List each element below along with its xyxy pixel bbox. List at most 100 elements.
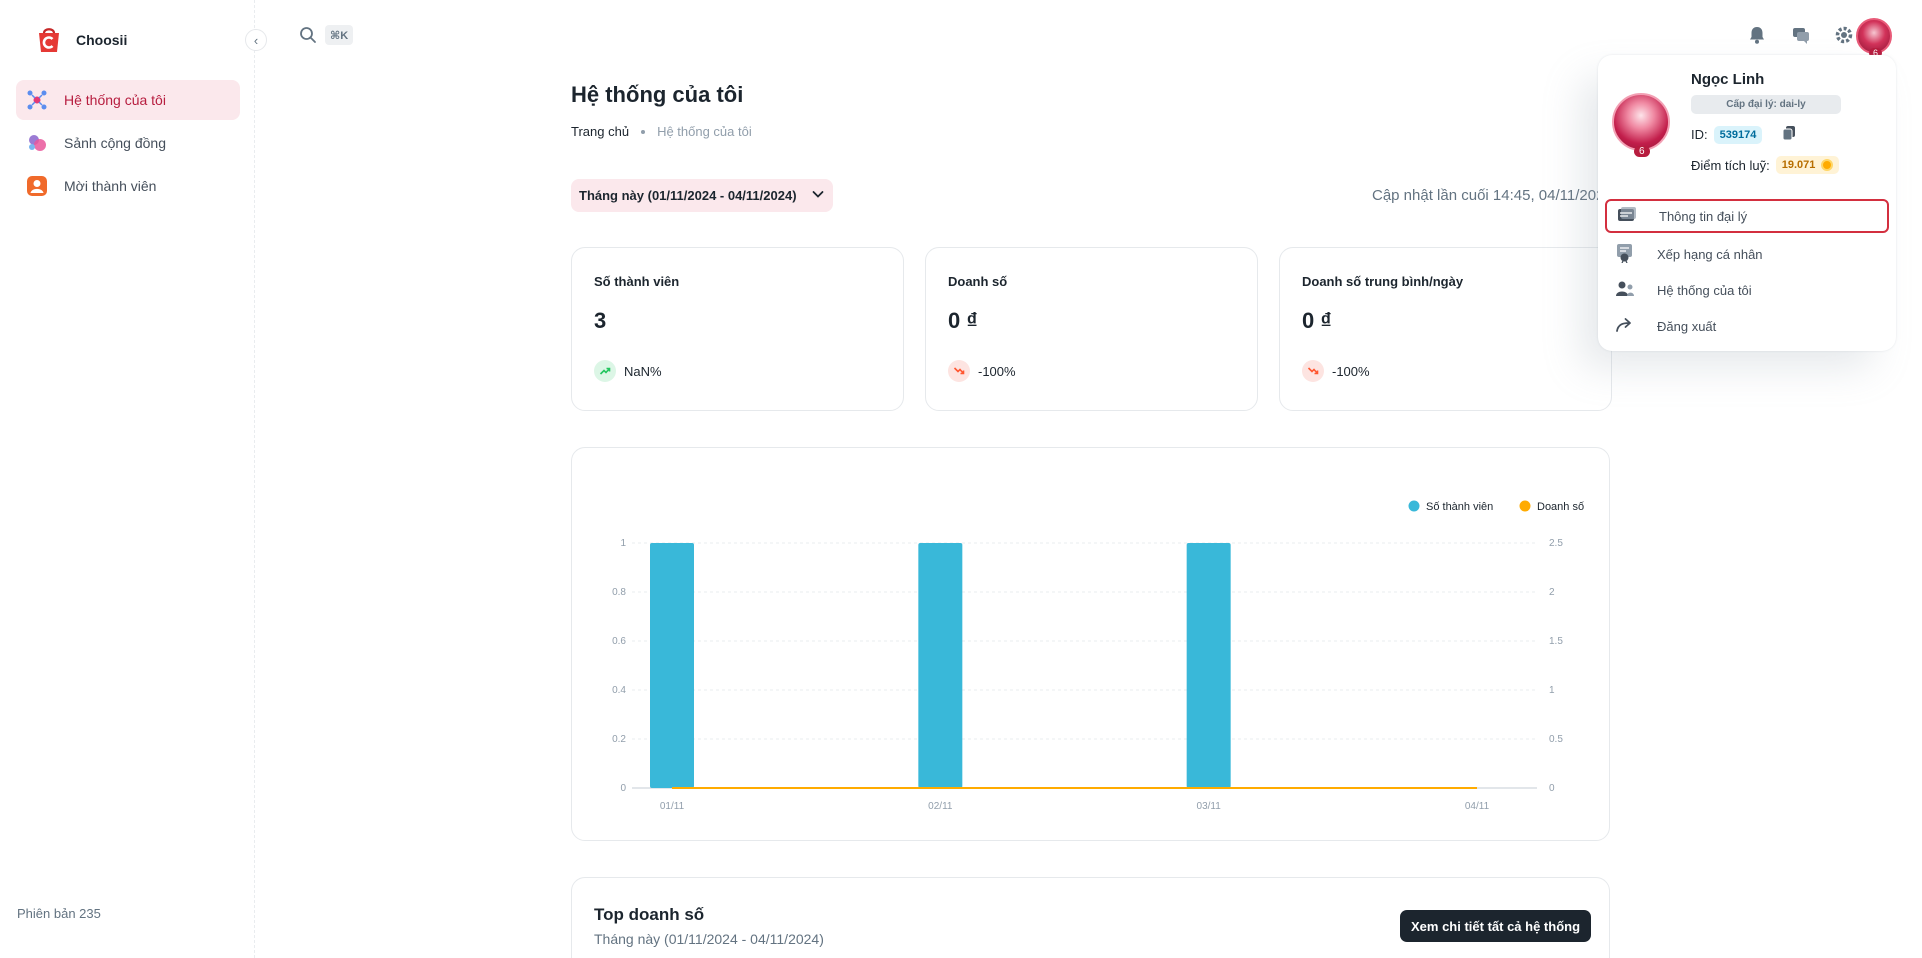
stat-trend: NaN% bbox=[594, 360, 662, 382]
chart-card: 0 0.2 0.4 0.6 0.8 1 0 0.5 1 1.5 2 2.5 01/11 02/11 03/1… bbox=[571, 447, 1610, 841]
points-value: 19.071 bbox=[1781, 159, 1816, 171]
stat-card-daily-average: Doanh số trung bình/ngày 0 ₫ -100% bbox=[1279, 247, 1612, 411]
ranking-icon bbox=[1615, 243, 1635, 266]
invite-member-icon bbox=[26, 175, 48, 197]
shopping-bag-logo-icon bbox=[36, 26, 62, 54]
stat-trend-value: NaN% bbox=[624, 363, 662, 379]
community-icon bbox=[26, 132, 48, 154]
top-sales-card: Top doanh số Tháng này (01/11/2024 - 04/… bbox=[571, 877, 1610, 958]
menu-item-agency-info[interactable]: Thông tin đại lý bbox=[1605, 199, 1889, 233]
stat-card-sales: Doanh số 0 ₫ -100% bbox=[925, 247, 1258, 411]
account-avatar-button[interactable]: 6 bbox=[1856, 18, 1892, 58]
breadcrumb-current: Hệ thống của tôi bbox=[657, 124, 752, 139]
chevron-left-icon: ‹ bbox=[253, 32, 259, 48]
breadcrumb: Trang chủ Hệ thống của tôi bbox=[571, 124, 752, 139]
stat-label: Số thành viên bbox=[594, 274, 680, 289]
y-right-tick-label: 1.5 bbox=[1549, 636, 1563, 647]
trend-down-icon bbox=[948, 360, 970, 382]
date-range-select[interactable]: Tháng này (01/11/2024 - 04/11/2024) bbox=[571, 179, 833, 212]
stat-label: Doanh số trung bình/ngày bbox=[1302, 274, 1464, 289]
bell-icon[interactable] bbox=[1746, 24, 1768, 46]
y-left-tick-label: 0.8 bbox=[612, 587, 626, 598]
page-title: Hệ thống của tôi bbox=[571, 82, 744, 107]
legend-marker-members bbox=[1408, 500, 1420, 512]
x-tick-label: 04/11 bbox=[1465, 801, 1490, 812]
messages-icon[interactable] bbox=[1790, 24, 1812, 46]
top-sales-subtitle: Tháng này (01/11/2024 - 04/11/2024) bbox=[594, 931, 824, 947]
search-shortcut[interactable]: ⌘K bbox=[325, 25, 354, 45]
y-left-tick-label: 0.2 bbox=[612, 734, 626, 745]
app-version: Phiên bản 235 bbox=[17, 906, 101, 921]
y-left-tick-label: 0 bbox=[620, 783, 626, 794]
view-all-systems-button[interactable]: Xem chi tiết tất cả hệ thống bbox=[1400, 910, 1592, 942]
avatar-level-badge: 6 bbox=[1634, 146, 1650, 157]
breadcrumb-home-link[interactable]: Trang chủ bbox=[571, 124, 630, 139]
chevron-down-icon bbox=[811, 187, 825, 204]
y-right-tick-label: 2 bbox=[1549, 587, 1555, 598]
sidebar-item-my-system[interactable]: Hệ thống của tôi bbox=[16, 80, 240, 120]
menu-item-label: Xếp hạng cá nhân bbox=[1657, 246, 1763, 262]
sidebar-item-label: Sảnh cộng đồng bbox=[64, 135, 166, 151]
y-left-tick-label: 0.4 bbox=[612, 685, 626, 696]
breadcrumb-separator bbox=[641, 129, 646, 134]
menu-item-personal-ranking[interactable]: Xếp hạng cá nhân bbox=[1605, 237, 1889, 271]
menu-item-logout[interactable]: Đăng xuất bbox=[1605, 309, 1889, 343]
trend-down-icon bbox=[1302, 360, 1324, 382]
menu-item-my-system[interactable]: Hệ thống của tôi bbox=[1605, 273, 1889, 307]
x-tick-label: 02/11 bbox=[928, 801, 953, 812]
coin-icon bbox=[1821, 159, 1834, 171]
date-range-value: Tháng này (01/11/2024 - 04/11/2024) bbox=[579, 188, 797, 203]
menu-item-label: Thông tin đại lý bbox=[1659, 208, 1748, 224]
sidebar-item-community[interactable]: Sảnh cộng đồng bbox=[16, 123, 240, 163]
app-logo[interactable]: Choosii bbox=[36, 26, 127, 54]
agency-level-badge: Cấp đại lý: dai-ly bbox=[1691, 95, 1841, 114]
stat-card-members: Số thành viên 3 NaN% bbox=[571, 247, 904, 411]
points-label: Điểm tích luỹ: bbox=[1691, 157, 1770, 173]
stat-value: 0 ₫ bbox=[948, 308, 978, 333]
stat-label: Doanh số bbox=[948, 274, 1008, 289]
copy-icon[interactable] bbox=[1782, 125, 1796, 144]
profile-id: 539174 bbox=[1713, 125, 1763, 144]
account-popover: 6 Ngọc Linh Cấp đại lý: dai-ly ID: 53917… bbox=[1598, 55, 1896, 351]
members-sales-chart: 0 0.2 0.4 0.6 0.8 1 0 0.5 1 1.5 2 2.5 01/11 02/11 03/1… bbox=[612, 500, 1584, 812]
profile-avatar: 6 bbox=[1612, 93, 1670, 157]
stat-trend-value: -100% bbox=[1332, 363, 1370, 379]
points-badge: 19.071 bbox=[1775, 156, 1840, 174]
y-right-tick-label: 0 bbox=[1549, 783, 1555, 794]
y-left-tick-label: 1 bbox=[620, 538, 626, 549]
legend-marker-sales bbox=[1519, 500, 1531, 512]
last-updated-text: Cập nhật lần cuối 14:45, 04/11/2024 bbox=[1372, 187, 1613, 204]
stat-value: 3 bbox=[594, 308, 607, 333]
sidebar-nav: Hệ thống của tôi Sảnh cộng đồng Mời thàn… bbox=[16, 80, 240, 209]
bar-members bbox=[650, 543, 694, 788]
y-right-tick-label: 0.5 bbox=[1549, 734, 1563, 745]
profile-id-row: ID: 539174 bbox=[1691, 125, 1796, 144]
collapse-sidebar-button[interactable]: ‹ bbox=[245, 29, 267, 51]
search-icon[interactable] bbox=[299, 26, 317, 49]
id-label: ID: bbox=[1691, 127, 1708, 142]
stat-value: 0 ₫ bbox=[1302, 308, 1332, 333]
stat-trend: -100% bbox=[948, 360, 1016, 382]
x-tick-label: 03/11 bbox=[1197, 801, 1222, 812]
sidebar: Choosii Hệ thống của tôi Sảnh cộng đ bbox=[0, 0, 255, 958]
menu-item-label: Hệ thống của tôi bbox=[1657, 282, 1752, 298]
app-name: Choosii bbox=[76, 32, 128, 48]
agency-info-icon bbox=[1617, 206, 1637, 227]
y-right-tick-label: 2.5 bbox=[1549, 538, 1563, 549]
top-sales-title: Top doanh số bbox=[594, 905, 705, 924]
gear-icon[interactable] bbox=[1833, 24, 1855, 46]
legend-label-sales: Doanh số bbox=[1537, 501, 1584, 513]
team-icon bbox=[1615, 280, 1635, 301]
avatar-level-badge: 6 bbox=[1869, 48, 1883, 58]
profile-name: Ngọc Linh bbox=[1691, 71, 1765, 88]
y-right-tick-label: 1 bbox=[1549, 685, 1555, 696]
bar-members bbox=[918, 543, 963, 788]
sidebar-item-invite[interactable]: Mời thành viên bbox=[16, 166, 240, 206]
logout-icon bbox=[1615, 317, 1635, 336]
points-row: Điểm tích luỹ: 19.071 bbox=[1691, 156, 1840, 174]
stat-trend: -100% bbox=[1302, 360, 1370, 382]
x-tick-label: 01/11 bbox=[660, 801, 685, 812]
stat-trend-value: -100% bbox=[978, 363, 1016, 379]
sidebar-item-label: Mời thành viên bbox=[64, 178, 157, 194]
trend-up-icon bbox=[594, 360, 616, 382]
